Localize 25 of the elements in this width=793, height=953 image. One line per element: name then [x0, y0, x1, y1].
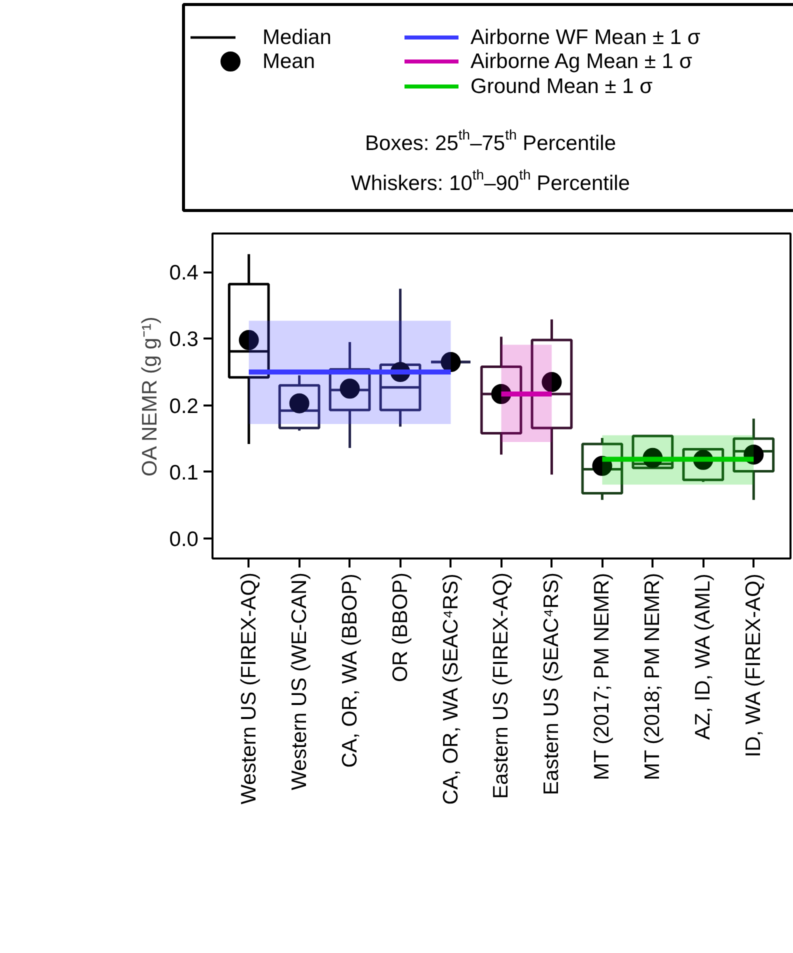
point	[238, 330, 259, 350]
point	[542, 372, 562, 392]
x-tick-label: ID, WA (FIREX-AQ)	[742, 574, 766, 758]
x-tick-label: MT (2018; PM NEMR)	[641, 572, 664, 780]
x-tick-label: OR (BBOP)	[388, 572, 412, 682]
x-tick-label: Western US (FIREX-AQ)	[237, 572, 260, 804]
y-tick-label: 0.1	[169, 461, 199, 484]
y-tick-label: 0.0	[169, 528, 199, 552]
legend-label: Mean	[262, 50, 316, 73]
legend-label: Ground Mean ± 1 σ	[470, 75, 653, 98]
y-tick-label: 0.3	[169, 328, 199, 352]
x-tick-label: MT (2017; PM NEMR)	[590, 572, 614, 780]
y-tick-label: 0.2	[169, 394, 199, 418]
x-tick-label: Eastern US (FIREX-AQ)	[490, 572, 513, 799]
x-tick-label: CA, OR, WA (SEAC⁴RS)	[439, 574, 462, 805]
legend-label: Airborne WF Mean ± 1 σ	[470, 26, 700, 49]
point	[440, 352, 461, 372]
x-tick-label: Western US (WE-CAN)	[288, 572, 311, 790]
legend-label: Airborne Ag Mean ± 1 σ	[470, 50, 692, 73]
legend-label: Median	[262, 26, 332, 49]
x-tick-label: CA, OR, WA (BBOP)	[338, 574, 362, 768]
x-tick-label: AZ, ID, WA (AML)	[692, 574, 715, 740]
x-tick-label: Eastern US (SEAC⁴RS)	[540, 572, 564, 796]
y-tick-label: 0.4	[169, 262, 199, 285]
y-axis-title: OA NEMR (g g⁻¹)	[138, 316, 162, 477]
